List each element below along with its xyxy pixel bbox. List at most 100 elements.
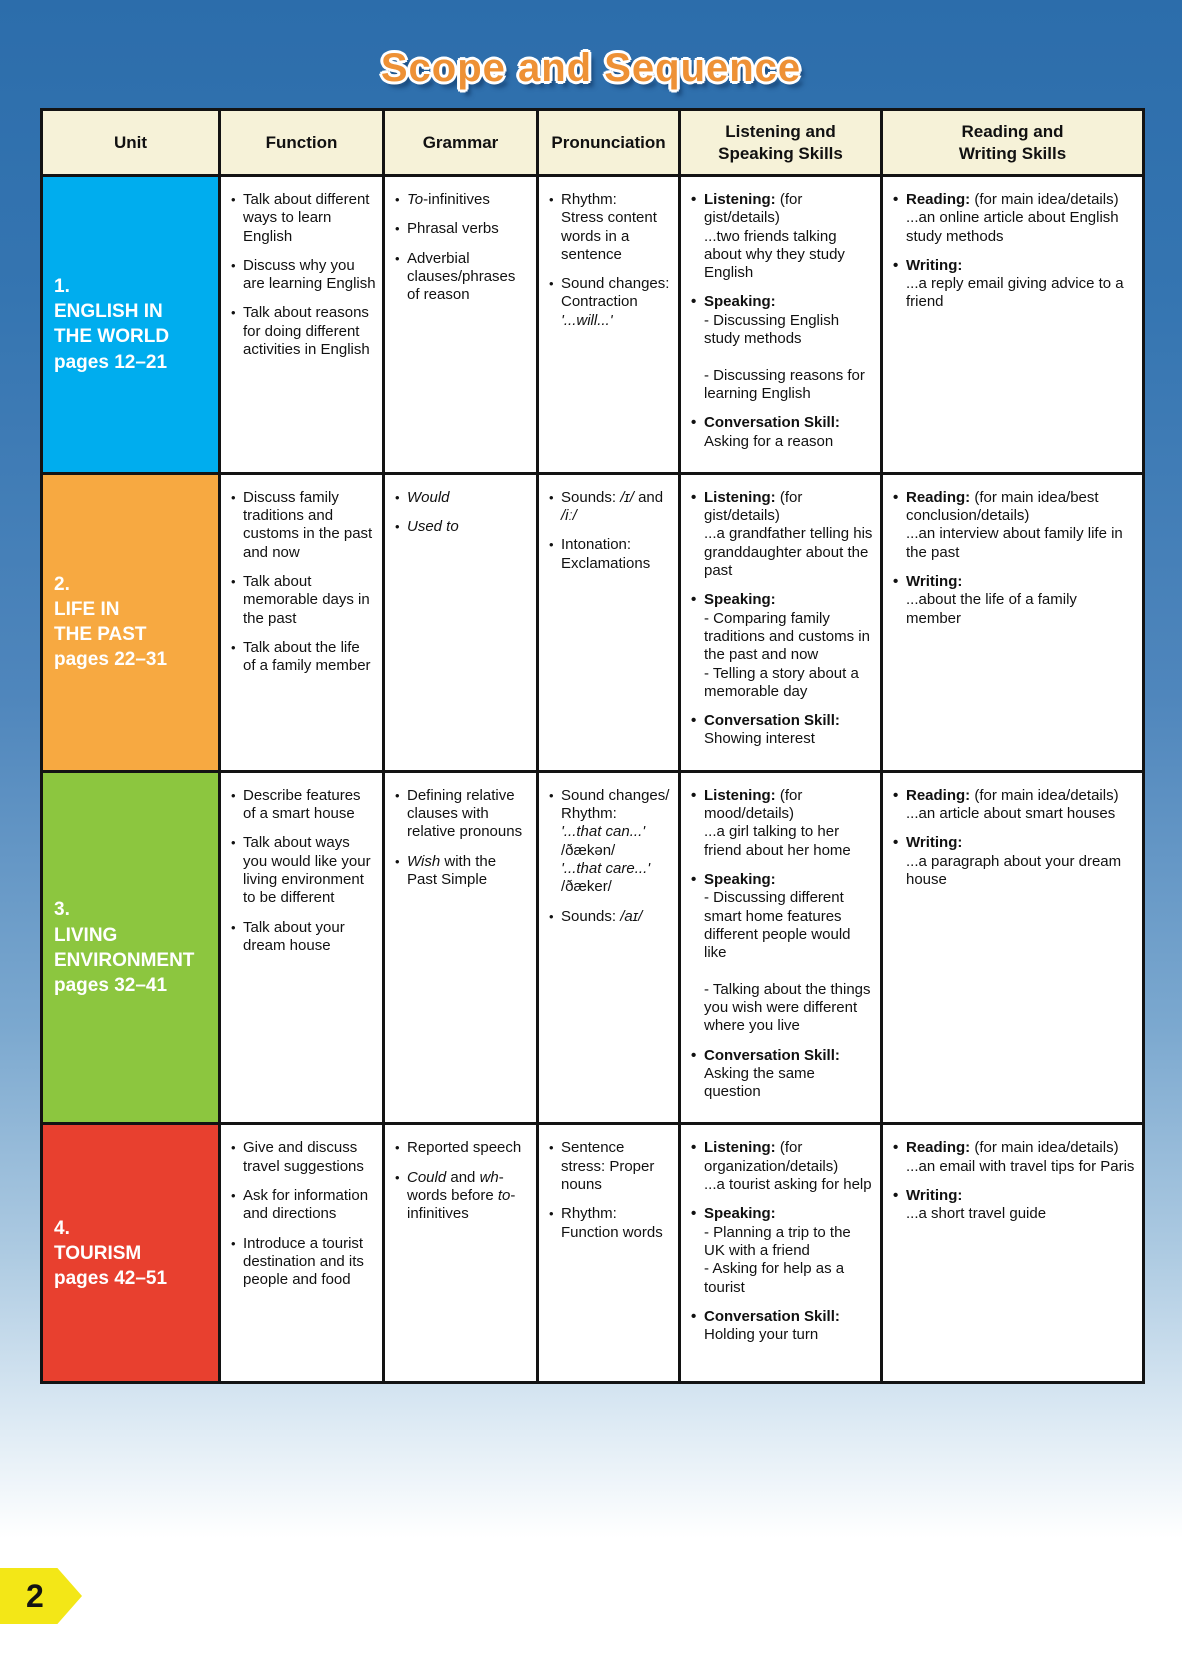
unit-title: LIVING ENVIRONMENT <box>54 924 195 971</box>
unit-cell: 1. ENGLISH IN THE WORLD pages 12–21 <box>40 174 221 475</box>
bullet-item: Discuss family traditions and customs in… <box>229 489 376 562</box>
bullet-item: Writing: ...about the life of a family m… <box>891 573 1136 628</box>
bullet-item: Reading: (for main idea/details) ...an e… <box>891 1139 1136 1176</box>
bullet-item: Sentence stress: Proper nouns <box>547 1139 672 1194</box>
unit-cell: 2. LIFE IN THE PAST pages 22–31 <box>40 471 221 773</box>
pronunciation-cell: Sound changes/ Rhythm: '...that can...' … <box>536 769 681 1126</box>
bullet-item: Conversation Skill: Asking for a reason <box>689 414 874 451</box>
bullet-item: Adverbial clauses/phrases of reason <box>393 250 530 305</box>
unit-number: 3. <box>54 899 70 921</box>
reading-writing-cell: Reading: (for main idea/details) ...an a… <box>880 769 1145 1126</box>
bullet-item: Rhythm: Stress content words in a senten… <box>547 191 672 264</box>
reading-writing-cell: Reading: (for main idea/details) ...an o… <box>880 174 1145 475</box>
bullet-item: Phrasal verbs <box>393 220 530 238</box>
unit-pages: pages 42–51 <box>54 1268 168 1289</box>
listening-speaking-cell: Listening: (for gist/details) ...two fri… <box>678 174 883 475</box>
unit-number: 1. <box>54 276 70 298</box>
bullet-item: Listening: (for gist/details) ...a grand… <box>689 489 874 580</box>
unit-row: 3. LIVING ENVIRONMENT pages 32–41 Describe … <box>40 769 1145 1126</box>
unit-row: 2. LIFE IN THE PAST pages 22–31 Discuss fam… <box>40 471 1145 773</box>
pronunciation-cell: Sentence stress: Proper nouns Rhythm: Fun… <box>536 1122 681 1385</box>
grammar-cell: To-infinitives Phrasal verbs Adverbial cla… <box>382 174 539 475</box>
column-header: Reading and Writing Skills <box>880 108 1145 177</box>
unit-title: LIFE IN THE PAST <box>54 599 147 646</box>
bullet-item: Defining relative clauses with relative … <box>393 787 530 842</box>
bullet-item: Would <box>393 489 530 507</box>
bullet-item: Reading: (for main idea/details) ...an o… <box>891 191 1136 246</box>
unit-row: 4. TOURISM pages 42–51 Give and discuss tra… <box>40 1122 1145 1385</box>
bullet-item: Reading: (for main idea/details) ...an a… <box>891 787 1136 824</box>
pronunciation-cell: Rhythm: Stress content words in a senten… <box>536 174 681 475</box>
bullet-item: Talk about memorable days in the past <box>229 573 376 628</box>
function-cell: Discuss family traditions and customs in… <box>218 471 385 773</box>
bullet-item: Talk about ways you would like your livi… <box>229 834 376 907</box>
page-number-tab: 2 <box>0 1568 82 1624</box>
bullet-item: Conversation Skill: Asking the same ques… <box>689 1047 874 1102</box>
column-header: Function <box>218 108 385 177</box>
unit-cell: 3. LIVING ENVIRONMENT pages 32–41 <box>40 769 221 1126</box>
unit-row: 1. ENGLISH IN THE WORLD pages 12–21 Talk ab… <box>40 174 1145 475</box>
column-header: Unit <box>40 108 221 177</box>
bullet-item: Could and wh-words before to-infinitives <box>393 1169 530 1224</box>
unit-pages: pages 22–31 <box>54 649 168 671</box>
bullet-item: Sounds: /aɪ/ <box>547 908 672 926</box>
bullet-item: Writing: ...a reply email giving advice … <box>891 257 1136 312</box>
reading-writing-cell: Reading: (for main idea/best conclusion/… <box>880 471 1145 773</box>
bullet-item: Listening: (for gist/details) ...two fri… <box>689 191 874 282</box>
bullet-item: Reported speech <box>393 1139 530 1157</box>
unit-pages: pages 12–21 <box>54 351 168 373</box>
bullet-item: Reading: (for main idea/best conclusion/… <box>891 489 1136 562</box>
bullet-item: Sound changes: Contraction '...will...' <box>547 275 672 330</box>
unit-title: ENGLISH IN THE WORLD <box>54 301 170 348</box>
bullet-item: Introduce a tourist destination and its … <box>229 1235 376 1290</box>
column-header: Grammar <box>382 108 539 177</box>
bullet-item: Describe features of a smart house <box>229 787 376 824</box>
table-header-row: Unit Function Grammar Pronunciation Listenin… <box>40 108 1145 177</box>
unit-pages: pages 32–41 <box>54 974 168 996</box>
grammar-cell: Defining relative clauses with relative … <box>382 769 539 1126</box>
page-title: Scope and Sequence <box>380 46 802 90</box>
unit-title: TOURISM <box>54 1242 142 1264</box>
pronunciation-cell: Sounds: /ɪ/ and /iː/Intonation: Exclamat… <box>536 471 681 773</box>
function-cell: Describe features of a smart house Talk a… <box>218 769 385 1126</box>
bullet-item: Give and discuss travel suggestions <box>229 1139 376 1176</box>
unit-cell: 4. TOURISM pages 42–51 <box>40 1122 221 1385</box>
bullet-item: Writing: ...a paragraph about your dream… <box>891 834 1136 889</box>
column-header: Listening and Speaking Skills <box>678 108 883 177</box>
column-header: Pronunciation <box>536 108 681 177</box>
bullet-item: Listening: (for organization/details) ..… <box>689 1139 874 1194</box>
scope-and-sequence-table: Unit Function Grammar Pronunciation Listenin… <box>40 108 1145 1385</box>
function-cell: Talk about different ways to learn Engli… <box>218 174 385 475</box>
bullet-item: Sound changes/ Rhythm: '...that can...' … <box>547 787 672 897</box>
bullet-item: Discuss why you are learning English <box>229 257 376 294</box>
bullet-item: Speaking: - Discussing English study met… <box>689 293 874 403</box>
grammar-cell: Would Used to <box>382 471 539 773</box>
page-number: 2 <box>26 1577 44 1614</box>
unit-number: 4. <box>54 1217 70 1239</box>
unit-number: 2. <box>54 574 70 596</box>
bullet-item: Conversation Skill: Holding your turn <box>689 1308 874 1345</box>
bullet-item: Intonation: Exclamations <box>547 536 672 573</box>
listening-speaking-cell: Listening: (for organization/details) ..… <box>678 1122 883 1385</box>
bullet-item: Talk about your dream house <box>229 919 376 956</box>
bullet-item: Listening: (for mood/details) ...a girl … <box>689 787 874 860</box>
bullet-item: Speaking: - Discussing different smart h… <box>689 871 874 1036</box>
bullet-item: Talk about reasons for doing different a… <box>229 304 376 359</box>
bullet-item: Speaking: - Comparing family traditions … <box>689 591 874 701</box>
bullet-item: Talk about different ways to learn Engli… <box>229 191 376 246</box>
bullet-item: Talk about the life of a family member <box>229 639 376 676</box>
bullet-item: Sounds: /ɪ/ and /iː/ <box>547 489 672 526</box>
bullet-item: Speaking: - Planning a trip to the UK wi… <box>689 1205 874 1296</box>
bullet-item: Ask for information and directions <box>229 1187 376 1224</box>
bullet-item: Conversation Skill: Showing interest <box>689 712 874 749</box>
bullet-item: Wish with the Past Simple <box>393 853 530 890</box>
bullet-item: To-infinitives <box>393 191 530 209</box>
bullet-item: Used to <box>393 518 530 536</box>
bullet-item: Rhythm: Function words <box>547 1205 672 1242</box>
grammar-cell: Reported speech Could and wh-words before… <box>382 1122 539 1385</box>
function-cell: Give and discuss travel suggestions Ask f… <box>218 1122 385 1385</box>
listening-speaking-cell: Listening: (for mood/details) ...a girl … <box>678 769 883 1126</box>
bullet-item: Writing: ...a short travel guide <box>891 1187 1136 1224</box>
listening-speaking-cell: Listening: (for gist/details) ...a grand… <box>678 471 883 773</box>
reading-writing-cell: Reading: (for main idea/details) ...an e… <box>880 1122 1145 1385</box>
